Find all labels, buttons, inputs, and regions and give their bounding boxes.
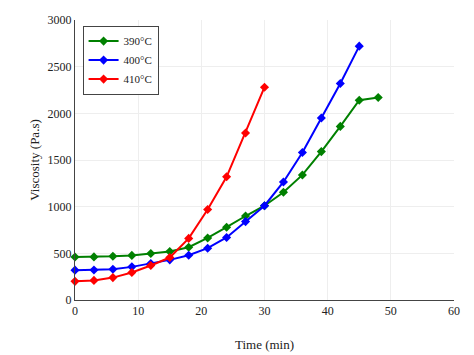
svg-text:1500: 1500: [48, 153, 72, 167]
svg-text:30: 30: [259, 304, 271, 318]
svg-text:500: 500: [54, 247, 72, 261]
svg-text:40: 40: [322, 304, 334, 318]
svg-text:50: 50: [385, 304, 397, 318]
svg-text:1000: 1000: [48, 200, 72, 214]
svg-text:Viscosity (Pa.s): Viscosity (Pa.s): [27, 119, 42, 201]
svg-text:0: 0: [66, 293, 72, 307]
svg-text:2500: 2500: [48, 60, 72, 74]
svg-text:2000: 2000: [48, 107, 72, 121]
svg-text:400°C: 400°C: [124, 54, 152, 66]
svg-text:410°C: 410°C: [124, 73, 152, 85]
svg-text:Time (min): Time (min): [235, 337, 294, 352]
svg-text:10: 10: [132, 304, 144, 318]
svg-text:60: 60: [448, 304, 460, 318]
svg-text:20: 20: [195, 304, 207, 318]
svg-text:3000: 3000: [48, 13, 72, 27]
svg-text:390°C: 390°C: [124, 35, 152, 47]
svg-text:0: 0: [72, 304, 78, 318]
